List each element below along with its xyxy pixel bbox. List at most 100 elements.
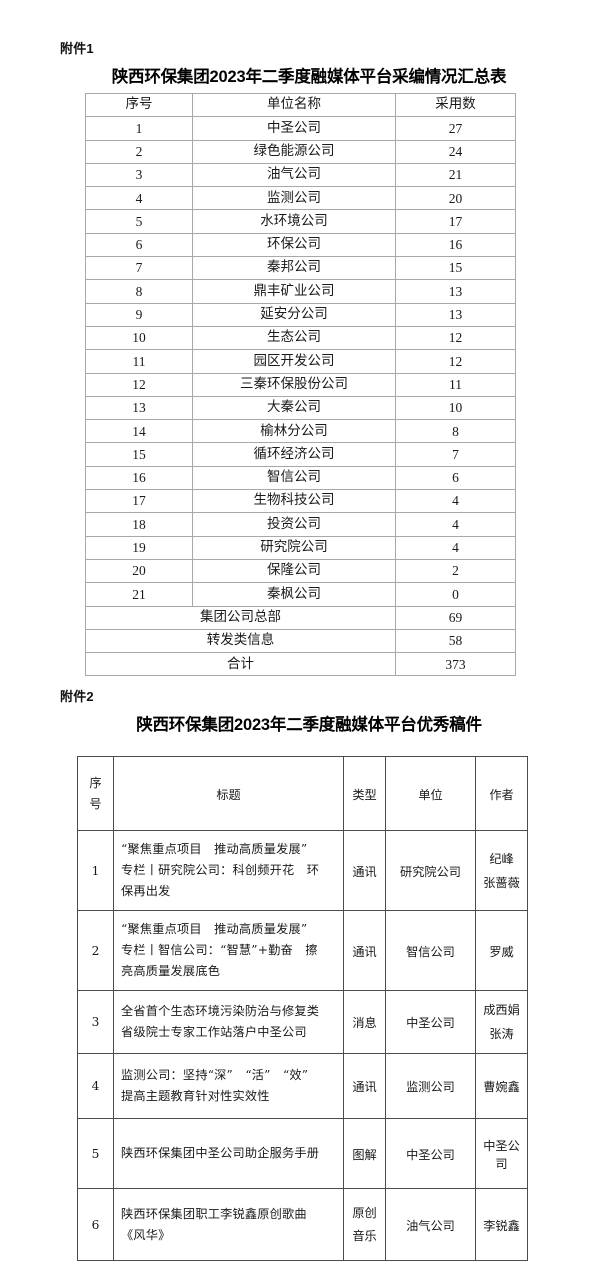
title-line: 陕西环保集团职工李锐鑫原创歌曲 xyxy=(121,1206,307,1221)
cell-index: 5 xyxy=(85,209,193,234)
table-row: 8 鼎丰矿业公司 13 xyxy=(85,279,516,304)
cell-unit-name: 生态公司 xyxy=(192,325,396,351)
cell-index: 13 xyxy=(85,395,193,421)
cell-count: 0 xyxy=(395,582,516,607)
cell-unit-name: 保隆公司 xyxy=(192,558,396,584)
cell-index: 11 xyxy=(85,349,193,374)
cell-index: 19 xyxy=(85,535,193,560)
attachment2-label: 附件2 xyxy=(60,689,94,705)
column-header-unit: 单位 xyxy=(385,756,476,832)
cell-index: 20 xyxy=(85,558,193,584)
cell-unit-name: 延安分公司 xyxy=(192,302,396,327)
column-header-unit-name: 单位名称 xyxy=(192,92,396,118)
cell-index: 16 xyxy=(85,465,193,491)
cell-count: 15 xyxy=(395,256,516,281)
cell-index: 14 xyxy=(85,419,193,444)
cell-author: 李锐鑫 xyxy=(475,1188,528,1262)
cell-count: 27 xyxy=(395,116,516,141)
title-line: 专栏丨智信公司：“智慧”+勤奋 擦 xyxy=(121,943,318,958)
table-row: 19 研究院公司 4 xyxy=(85,535,516,560)
column-header-index: 序号 xyxy=(85,92,193,118)
table-row: 21 秦枫公司 0 xyxy=(85,582,516,607)
summary-row: 转发类信息 58 xyxy=(85,628,516,654)
cell-index: 9 xyxy=(85,302,193,327)
cell-index: 7 xyxy=(85,256,193,281)
table-row: 1 中圣公司 27 xyxy=(85,116,516,141)
table-row: 4 监测公司：坚持“深” “活” “效” 提高主题教育针对性实效性 通讯 监测公… xyxy=(77,1053,528,1120)
cell-index: 15 xyxy=(85,442,193,467)
table-row: 1 “聚焦重点项目 推动高质量发展” 专栏丨研究院公司：科创频开花 环 保再出发… xyxy=(77,830,528,912)
cell-count: 16 xyxy=(395,232,516,258)
attachment1-table-wrapper: 序号 单位名称 采用数 1 中圣公司 27 2 绿色能源公司 24 3 油气公司 21 4 监… xyxy=(0,92,600,677)
table-row: 5 水环境公司 17 xyxy=(85,209,516,234)
title-line: 《风华》 xyxy=(121,1227,171,1242)
cell-index: 12 xyxy=(85,372,193,397)
cell-unit-name: 绿色能源公司 xyxy=(192,139,396,164)
cell-type: 图解 xyxy=(343,1118,386,1190)
table-row: 18 投资公司 4 xyxy=(85,512,516,537)
cell-index: 3 xyxy=(85,162,193,188)
cell-index: 10 xyxy=(85,325,193,351)
cell-unit-name: 油气公司 xyxy=(192,162,396,188)
cell-unit-name: 监测公司 xyxy=(192,186,396,211)
cell-count: 4 xyxy=(395,489,516,514)
table-row: 10 生态公司 12 xyxy=(85,325,516,351)
cell-unit-name: 水环境公司 xyxy=(192,209,396,234)
attachment2-table-wrapper: 序 号 标题 类型 单位 作者 1 “聚焦重点项目 推动高质量发展” xyxy=(0,756,600,1262)
total-row: 合计 373 xyxy=(85,652,516,677)
cell-unit-name: 中圣公司 xyxy=(192,116,396,141)
table-row: 3 全省首个生态环境污染防治与修复类 省级院士专家工作站落户中圣公司 消息 中圣… xyxy=(77,990,528,1055)
author-line: 张涛 xyxy=(489,1027,514,1042)
cell-author: 罗威 xyxy=(475,910,528,992)
cell-unit: 研究院公司 xyxy=(385,830,476,912)
table-row: 6 陕西环保集团职工李锐鑫原创歌曲 《风华》 原创 音乐 油气公司 xyxy=(77,1188,528,1262)
cell-index: 5 xyxy=(77,1118,114,1190)
cell-unit-name: 秦邦公司 xyxy=(192,256,396,281)
cell-count: 11 xyxy=(395,372,516,397)
cell-unit-name: 智信公司 xyxy=(192,465,396,491)
table-row: 2 绿色能源公司 24 xyxy=(85,139,516,164)
cell-index: 6 xyxy=(77,1188,114,1262)
cell-index: 3 xyxy=(77,990,114,1055)
column-header-index-line2: 号 xyxy=(89,796,102,811)
table-row: 16 智信公司 6 xyxy=(85,465,516,491)
title-line: 全省首个生态环境污染防治与修复类 xyxy=(121,1004,320,1019)
summary-row: 集团公司总部 69 xyxy=(85,605,516,630)
cell-unit-name: 循环经济公司 xyxy=(192,442,396,467)
table-row: 11 园区开发公司 12 xyxy=(85,349,516,374)
cell-title: 监测公司：坚持“深” “活” “效” 提高主题教育针对性实效性 xyxy=(113,1053,344,1120)
cell-count: 13 xyxy=(395,302,516,327)
title-line: 监测公司：坚持“深” “活” “效” xyxy=(121,1068,309,1083)
cell-count: 12 xyxy=(395,349,516,374)
cell-summary-label: 转发类信息 xyxy=(85,628,396,654)
cell-title: “聚焦重点项目 推动高质量发展” 专栏丨研究院公司：科创频开花 环 保再出发 xyxy=(113,830,344,912)
title-line: “聚焦重点项目 推动高质量发展” xyxy=(121,842,308,857)
table-row: 3 油气公司 21 xyxy=(85,162,516,188)
cell-type: 原创 音乐 xyxy=(343,1188,386,1262)
table-row: 14 榆林分公司 8 xyxy=(85,419,516,444)
column-header-adopted-count: 采用数 xyxy=(395,92,516,118)
column-header-title: 标题 xyxy=(113,756,344,832)
cell-author: 中圣公司 xyxy=(475,1118,528,1190)
cell-count: 21 xyxy=(395,162,516,188)
table-header-row: 序号 单位名称 采用数 xyxy=(85,92,516,118)
cell-unit: 油气公司 xyxy=(385,1188,476,1262)
cell-type: 通讯 xyxy=(343,830,386,912)
summary-table: 序号 单位名称 采用数 1 中圣公司 27 2 绿色能源公司 24 3 油气公司 21 4 监… xyxy=(85,92,516,677)
cell-unit: 中圣公司 xyxy=(385,1118,476,1190)
cell-unit-name: 园区开发公司 xyxy=(192,349,396,374)
table-row: 15 循环经济公司 7 xyxy=(85,442,516,467)
cell-unit-name: 三秦环保股份公司 xyxy=(192,372,396,397)
excellent-articles-table: 序 号 标题 类型 单位 作者 1 “聚焦重点项目 推动高质量发展” xyxy=(77,756,528,1262)
cell-count: 4 xyxy=(395,512,516,537)
table-row: 13 大秦公司 10 xyxy=(85,395,516,421)
author-line: 张蔷薇 xyxy=(483,875,520,890)
summary-table-body: 序号 单位名称 采用数 1 中圣公司 27 2 绿色能源公司 24 3 油气公司 21 4 监… xyxy=(85,92,516,677)
table-row: 7 秦邦公司 15 xyxy=(85,256,516,281)
title-line: 陕西环保集团中圣公司助企服务手册 xyxy=(121,1146,320,1161)
cell-total-count: 373 xyxy=(395,652,516,677)
cell-author: 成西娟 张涛 xyxy=(475,990,528,1055)
title-line: 专栏丨研究院公司：科创频开花 环 xyxy=(121,863,320,878)
cell-count: 6 xyxy=(395,465,516,491)
type-line: 原创 xyxy=(352,1205,377,1220)
